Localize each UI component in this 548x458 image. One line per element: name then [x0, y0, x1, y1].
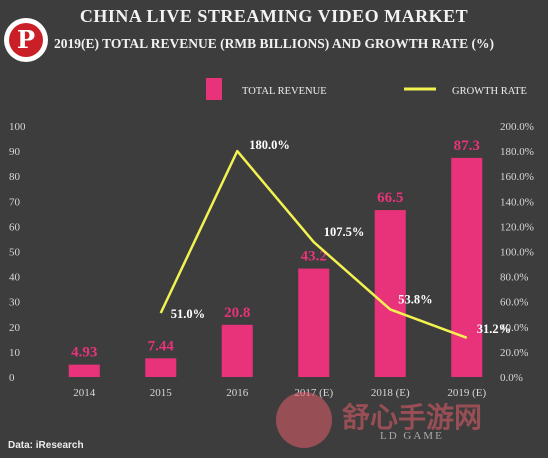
- y2-tick-label: 160.0%: [500, 171, 534, 183]
- y-tick-label: 40: [9, 272, 21, 284]
- revenue-bar: [298, 268, 330, 377]
- revenue-data-label: 66.5: [377, 190, 403, 206]
- revenue-data-label: 43.2: [301, 249, 327, 265]
- y-tick-label: 60: [9, 221, 21, 233]
- y-tick-label: 0: [9, 372, 15, 384]
- watermark-subtext: LD GAME: [380, 430, 444, 442]
- x-tick-label: 2019 (E): [447, 387, 486, 399]
- chart-subtitle: 2019(E) TOTAL REVENUE (RMB BILLIONS) AND…: [53, 36, 495, 51]
- growth-rate-label: 53.8%: [398, 292, 432, 306]
- revenue-bar: [221, 324, 253, 377]
- y2-tick-label: 200.0%: [500, 121, 534, 133]
- pinterest-glyph: P: [9, 23, 43, 57]
- y-axis-left: 0 10 20 30 40 50 60 70 80 90 100: [9, 121, 26, 384]
- revenue-data-label: 20.8: [224, 305, 250, 321]
- y-tick-label: 30: [9, 297, 21, 309]
- y-axis-right: 0.0% 20.0% 40.0% 60.0% 80.0% 100.0% 120.0% 140.…: [500, 121, 534, 384]
- watermark-text: 舒心手游网: [342, 401, 483, 434]
- revenue-bar: [145, 358, 177, 377]
- x-tick-label: 2016: [226, 387, 249, 399]
- revenue-bar: [451, 157, 483, 377]
- growth-rate-label: 107.5%: [324, 225, 365, 239]
- revenue-data-label: 7.44: [148, 338, 175, 354]
- pinterest-icon[interactable]: P: [4, 18, 48, 62]
- x-tick-label: 2018 (E): [371, 387, 410, 399]
- legend: TOTAL REVENUE GROWTH RATE: [206, 78, 527, 100]
- y2-tick-label: 0.0%: [500, 372, 523, 384]
- y-tick-label: 10: [9, 347, 21, 359]
- chart-title: CHINA LIVE STREAMING VIDEO MARKET: [79, 6, 469, 26]
- y2-tick-label: 100.0%: [500, 247, 534, 259]
- growth-rate-label: 51.0%: [171, 307, 205, 321]
- y-tick-label: 50: [9, 247, 21, 259]
- x-tick-label: 2014: [73, 387, 96, 399]
- y-tick-label: 80: [9, 171, 21, 183]
- bar-series: 4.93 7.44 20.8 43.2 66.5 87.3: [68, 138, 483, 377]
- y2-tick-label: 180.0%: [500, 146, 534, 158]
- growth-rate-label: 31.2%: [477, 322, 511, 336]
- y2-tick-label: 120.0%: [500, 221, 534, 233]
- y-tick-label: 100: [9, 121, 26, 133]
- y2-tick-label: 20.0%: [500, 347, 528, 359]
- y-tick-label: 70: [9, 196, 21, 208]
- growth-rate-label: 180.0%: [249, 138, 290, 152]
- revenue-data-label: 87.3: [454, 138, 480, 154]
- y2-tick-label: 140.0%: [500, 196, 534, 208]
- y2-tick-label: 60.0%: [500, 297, 528, 309]
- revenue-bar: [374, 210, 406, 377]
- data-source: Data: iResearch: [8, 440, 84, 451]
- legend-bar-label: TOTAL REVENUE: [242, 86, 327, 97]
- watermark-heart-icon: [276, 392, 332, 448]
- y2-tick-label: 40.0%: [500, 322, 528, 334]
- y2-tick-label: 80.0%: [500, 272, 528, 284]
- y-tick-label: 20: [9, 322, 21, 334]
- x-tick-label: 2015: [150, 387, 173, 399]
- revenue-data-label: 4.93: [71, 345, 97, 361]
- y-tick-label: 90: [9, 146, 21, 158]
- legend-bar-swatch: [206, 78, 222, 100]
- legend-line-label: GROWTH RATE: [452, 86, 527, 97]
- growth-rate-line: [159, 149, 468, 340]
- watermark: 舒心手游网 LD GAME: [270, 388, 548, 458]
- growth-line-series: 51.0% 180.0% 107.5% 53.8% 31.2%: [159, 138, 511, 340]
- revenue-bar: [68, 364, 100, 377]
